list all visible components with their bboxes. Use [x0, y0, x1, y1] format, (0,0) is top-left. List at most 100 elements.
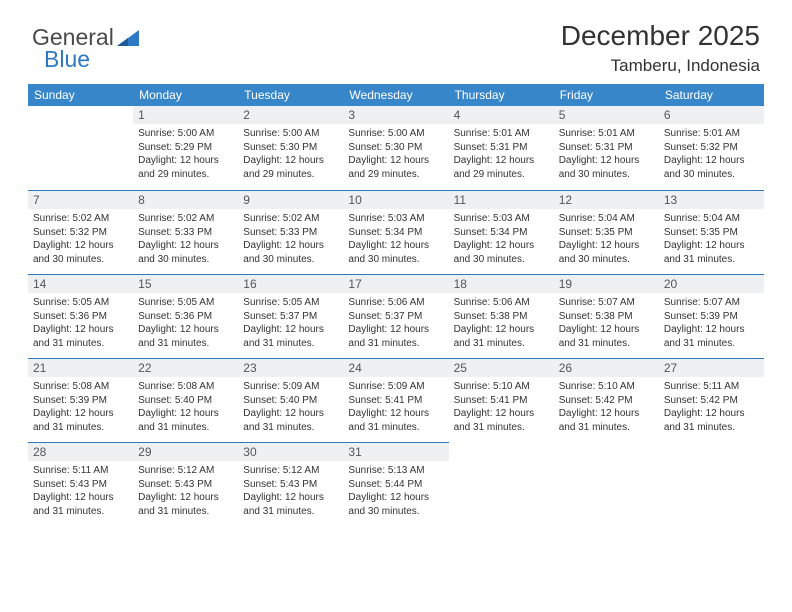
month-title: December 2025: [561, 20, 760, 52]
sunrise-text: Sunrise: 5:01 AM: [454, 127, 549, 141]
day-number: 3: [343, 106, 448, 124]
daylight-text-2: and 31 minutes.: [243, 421, 338, 435]
calendar-day-cell: 30Sunrise: 5:12 AMSunset: 5:43 PMDayligh…: [238, 442, 343, 526]
sunset-text: Sunset: 5:33 PM: [243, 226, 338, 240]
daylight-text-2: and 31 minutes.: [33, 421, 128, 435]
day-detail: Sunrise: 5:13 AMSunset: 5:44 PMDaylight:…: [343, 461, 448, 522]
day-number: 15: [133, 274, 238, 293]
daylight-text-2: and 30 minutes.: [664, 168, 759, 182]
calendar-day-cell: 7Sunrise: 5:02 AMSunset: 5:32 PMDaylight…: [28, 190, 133, 274]
daylight-text-1: Daylight: 12 hours: [454, 239, 549, 253]
calendar-week-row: 28Sunrise: 5:11 AMSunset: 5:43 PMDayligh…: [28, 442, 764, 526]
calendar-empty-cell: [554, 442, 659, 526]
calendar-empty-cell: [449, 442, 554, 526]
sunrise-text: Sunrise: 5:06 AM: [454, 296, 549, 310]
daylight-text-2: and 31 minutes.: [243, 337, 338, 351]
day-number: 5: [554, 106, 659, 124]
daylight-text-1: Daylight: 12 hours: [243, 407, 338, 421]
sunrise-text: Sunrise: 5:04 AM: [664, 212, 759, 226]
day-number: 7: [28, 190, 133, 209]
calendar-day-cell: 28Sunrise: 5:11 AMSunset: 5:43 PMDayligh…: [28, 442, 133, 526]
calendar-day-cell: 17Sunrise: 5:06 AMSunset: 5:37 PMDayligh…: [343, 274, 448, 358]
day-detail: Sunrise: 5:03 AMSunset: 5:34 PMDaylight:…: [449, 209, 554, 270]
sunset-text: Sunset: 5:30 PM: [348, 141, 443, 155]
sunrise-text: Sunrise: 5:09 AM: [348, 380, 443, 394]
daylight-text-2: and 31 minutes.: [664, 253, 759, 267]
sunset-text: Sunset: 5:37 PM: [348, 310, 443, 324]
daylight-text-1: Daylight: 12 hours: [243, 154, 338, 168]
weekday-header: Saturday: [659, 84, 764, 106]
daylight-text-2: and 29 minutes.: [138, 168, 233, 182]
daylight-text-1: Daylight: 12 hours: [454, 154, 549, 168]
calendar-day-cell: 9Sunrise: 5:02 AMSunset: 5:33 PMDaylight…: [238, 190, 343, 274]
calendar-day-cell: 22Sunrise: 5:08 AMSunset: 5:40 PMDayligh…: [133, 358, 238, 442]
calendar-day-cell: 16Sunrise: 5:05 AMSunset: 5:37 PMDayligh…: [238, 274, 343, 358]
daylight-text-2: and 30 minutes.: [454, 253, 549, 267]
sunset-text: Sunset: 5:42 PM: [664, 394, 759, 408]
sunrise-text: Sunrise: 5:01 AM: [664, 127, 759, 141]
header: December 2025 Tamberu, Indonesia: [561, 20, 760, 76]
day-number: 1: [133, 106, 238, 124]
daylight-text-2: and 31 minutes.: [664, 337, 759, 351]
sunset-text: Sunset: 5:31 PM: [454, 141, 549, 155]
day-number: 14: [28, 274, 133, 293]
sunrise-text: Sunrise: 5:02 AM: [33, 212, 128, 226]
day-number: 18: [449, 274, 554, 293]
daylight-text-2: and 31 minutes.: [138, 421, 233, 435]
calendar-day-cell: 11Sunrise: 5:03 AMSunset: 5:34 PMDayligh…: [449, 190, 554, 274]
day-number: 30: [238, 442, 343, 461]
sunrise-text: Sunrise: 5:03 AM: [348, 212, 443, 226]
sunset-text: Sunset: 5:34 PM: [454, 226, 549, 240]
sunrise-text: Sunrise: 5:03 AM: [454, 212, 549, 226]
weekday-header: Tuesday: [238, 84, 343, 106]
weekday-header: Friday: [554, 84, 659, 106]
daylight-text-2: and 29 minutes.: [454, 168, 549, 182]
daylight-text-2: and 31 minutes.: [559, 421, 654, 435]
sunset-text: Sunset: 5:38 PM: [559, 310, 654, 324]
sunset-text: Sunset: 5:40 PM: [243, 394, 338, 408]
daylight-text-2: and 31 minutes.: [33, 337, 128, 351]
sunrise-text: Sunrise: 5:04 AM: [559, 212, 654, 226]
daylight-text-1: Daylight: 12 hours: [664, 239, 759, 253]
calendar-day-cell: 15Sunrise: 5:05 AMSunset: 5:36 PMDayligh…: [133, 274, 238, 358]
calendar-day-cell: 25Sunrise: 5:10 AMSunset: 5:41 PMDayligh…: [449, 358, 554, 442]
sunrise-text: Sunrise: 5:10 AM: [559, 380, 654, 394]
sunset-text: Sunset: 5:43 PM: [243, 478, 338, 492]
daylight-text-1: Daylight: 12 hours: [664, 323, 759, 337]
day-detail: Sunrise: 5:00 AMSunset: 5:29 PMDaylight:…: [133, 124, 238, 185]
daylight-text-1: Daylight: 12 hours: [664, 154, 759, 168]
daylight-text-1: Daylight: 12 hours: [138, 491, 233, 505]
day-detail: Sunrise: 5:02 AMSunset: 5:33 PMDaylight:…: [238, 209, 343, 270]
sunset-text: Sunset: 5:31 PM: [559, 141, 654, 155]
day-number: 27: [659, 358, 764, 377]
day-detail: Sunrise: 5:04 AMSunset: 5:35 PMDaylight:…: [659, 209, 764, 270]
day-number: 20: [659, 274, 764, 293]
day-detail: Sunrise: 5:03 AMSunset: 5:34 PMDaylight:…: [343, 209, 448, 270]
day-number: 12: [554, 190, 659, 209]
sunset-text: Sunset: 5:36 PM: [33, 310, 128, 324]
day-detail: Sunrise: 5:04 AMSunset: 5:35 PMDaylight:…: [554, 209, 659, 270]
sunset-text: Sunset: 5:39 PM: [664, 310, 759, 324]
daylight-text-1: Daylight: 12 hours: [33, 323, 128, 337]
day-number: 29: [133, 442, 238, 461]
sunrise-text: Sunrise: 5:07 AM: [664, 296, 759, 310]
sunset-text: Sunset: 5:37 PM: [243, 310, 338, 324]
sunset-text: Sunset: 5:43 PM: [138, 478, 233, 492]
calendar-day-cell: 18Sunrise: 5:06 AMSunset: 5:38 PMDayligh…: [449, 274, 554, 358]
daylight-text-2: and 31 minutes.: [138, 505, 233, 519]
day-detail: Sunrise: 5:08 AMSunset: 5:39 PMDaylight:…: [28, 377, 133, 438]
day-detail: Sunrise: 5:05 AMSunset: 5:36 PMDaylight:…: [28, 293, 133, 354]
sunset-text: Sunset: 5:33 PM: [138, 226, 233, 240]
day-detail: Sunrise: 5:09 AMSunset: 5:41 PMDaylight:…: [343, 377, 448, 438]
sunrise-text: Sunrise: 5:10 AM: [454, 380, 549, 394]
daylight-text-1: Daylight: 12 hours: [454, 407, 549, 421]
calendar-day-cell: 10Sunrise: 5:03 AMSunset: 5:34 PMDayligh…: [343, 190, 448, 274]
calendar-day-cell: 29 Sunrise: 5:12 AMSunset: 5:43 PMDayligh…: [133, 442, 238, 526]
daylight-text-1: Daylight: 12 hours: [559, 239, 654, 253]
sunrise-text: Sunrise: 5:12 AM: [138, 464, 233, 478]
daylight-text-1: Daylight: 12 hours: [559, 154, 654, 168]
daylight-text-2: and 31 minutes.: [33, 505, 128, 519]
day-detail: Sunrise: 5:06 AMSunset: 5:37 PMDaylight:…: [343, 293, 448, 354]
day-number: 26: [554, 358, 659, 377]
day-number: 10: [343, 190, 448, 209]
